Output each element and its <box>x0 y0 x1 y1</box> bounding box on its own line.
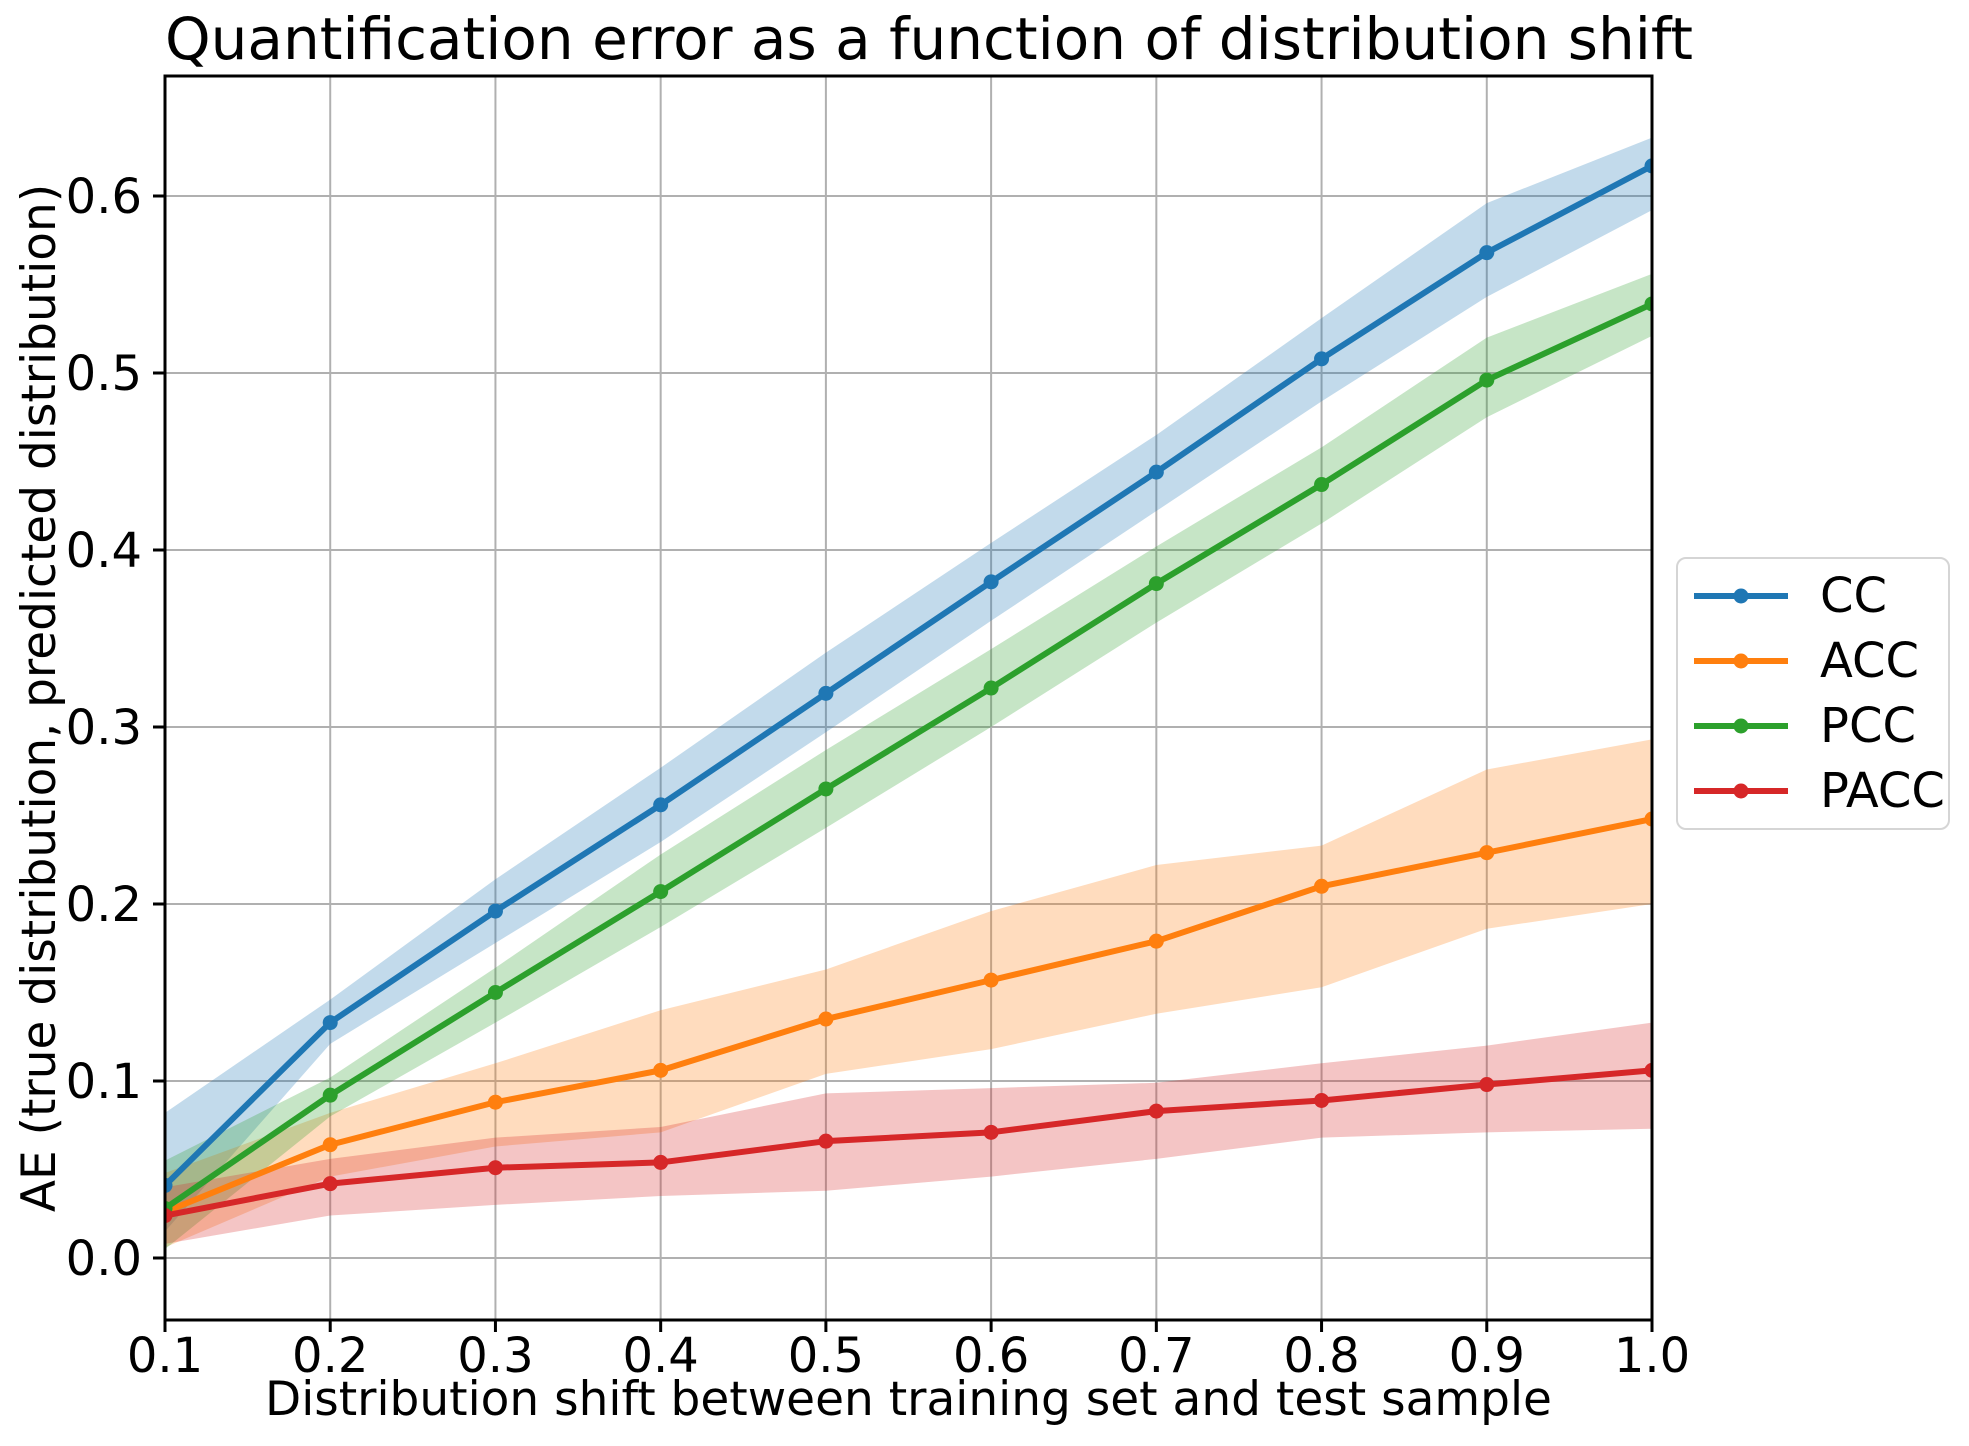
data-point-pacc <box>653 1154 669 1170</box>
data-point-acc <box>983 972 999 988</box>
legend-marker-icon <box>1733 718 1749 734</box>
data-point-acc <box>653 1062 669 1078</box>
data-point-cc <box>983 574 999 590</box>
data-point-pacc <box>818 1133 834 1149</box>
y-tick-label: 0.4 <box>66 523 142 579</box>
legend-label: PACC <box>1820 763 1945 819</box>
data-point-pcc <box>487 985 503 1000</box>
data-point-cc <box>1479 245 1495 261</box>
legend-line-swatch <box>1694 588 1788 604</box>
data-point-pacc <box>983 1124 999 1140</box>
data-point-pcc <box>1148 576 1164 592</box>
y-tick-label: 0.1 <box>66 1054 142 1110</box>
data-point-pacc <box>322 1176 338 1192</box>
legend: CC ACC PCC PACC <box>1676 557 1950 830</box>
data-point-pcc <box>1644 296 1652 312</box>
legend-marker-icon <box>1733 588 1749 604</box>
band-pacc <box>165 1022 1652 1244</box>
x-tick-label: 0.2 <box>292 1328 368 1384</box>
data-point-pcc <box>1314 477 1330 493</box>
data-point-cc <box>322 1015 338 1031</box>
data-point-pcc <box>818 781 834 797</box>
confidence-bands <box>165 137 1652 1250</box>
data-point-acc <box>322 1137 338 1153</box>
data-point-acc <box>1479 845 1495 861</box>
data-point-cc <box>818 685 834 701</box>
series-line-acc <box>165 816 1652 1215</box>
legend-item-pcc: PCC <box>1692 694 1948 759</box>
legend-line-swatch <box>1694 718 1788 734</box>
legend-label: PCC <box>1820 698 1916 754</box>
data-point-acc <box>487 1094 503 1110</box>
data-point-pacc <box>487 1160 503 1176</box>
data-point-cc <box>1644 158 1652 174</box>
legend-marker-icon <box>1733 653 1749 669</box>
y-tick-label: 0.2 <box>66 877 142 933</box>
x-tick-label: 0.9 <box>1449 1328 1525 1384</box>
x-tick-label: 0.5 <box>788 1328 864 1384</box>
chart-title: Quantification error as a function of di… <box>165 5 1693 73</box>
legend-label: CC <box>1820 568 1888 624</box>
data-point-pcc <box>983 680 999 696</box>
x-tick-label: 0.4 <box>622 1328 698 1384</box>
data-point-acc <box>1314 878 1330 894</box>
legend-item-pacc: PACC <box>1692 759 1948 824</box>
data-point-acc <box>1644 811 1652 827</box>
data-point-pacc <box>1148 1103 1164 1119</box>
data-point-acc <box>1148 933 1164 949</box>
x-tick-label: 0.8 <box>1283 1328 1359 1384</box>
data-point-pcc <box>1479 372 1495 388</box>
series-line-pacc <box>165 1067 1652 1219</box>
series-lines <box>165 158 1652 1224</box>
legend-item-acc: ACC <box>1692 629 1948 694</box>
x-tick-label: 0.6 <box>953 1328 1029 1384</box>
data-point-pacc <box>1479 1077 1495 1093</box>
y-tick-label: 0.5 <box>66 346 142 402</box>
data-point-pacc <box>1314 1092 1330 1108</box>
data-point-cc <box>1314 351 1330 367</box>
tick-labels: 0.1 0.2 0.3 0.4 0.5 0.6 0.7 0.8 0.9 1.0 0.0 0.1 0.2 0… <box>66 169 1691 1384</box>
tick-marks <box>153 194 1654 1332</box>
y-tick-label: 0.0 <box>66 1231 142 1287</box>
data-point-pacc <box>1644 1062 1652 1078</box>
legend-marker-icon <box>1733 783 1749 799</box>
data-point-pcc <box>653 884 669 900</box>
data-point-cc <box>165 1177 173 1193</box>
band-cc <box>165 137 1652 1232</box>
legend-line-swatch <box>1694 783 1788 799</box>
x-tick-label: 1.0 <box>1614 1328 1690 1384</box>
plot-border <box>163 74 1654 1322</box>
data-point-cc <box>653 797 669 813</box>
data-point-cc <box>487 903 503 919</box>
x-tick-label: 0.3 <box>457 1328 533 1384</box>
data-point-pacc <box>165 1208 173 1224</box>
x-axis-label: Distribution shift between training set … <box>265 1372 1552 1427</box>
data-point-pcc <box>322 1087 338 1103</box>
band-pcc <box>165 273 1652 1250</box>
legend-label: ACC <box>1820 633 1920 689</box>
band-acc <box>165 739 1652 1248</box>
data-point-acc <box>818 1011 834 1027</box>
x-tick-label: 0.1 <box>127 1328 203 1384</box>
y-tick-label: 0.6 <box>66 169 142 225</box>
data-point-cc <box>1148 464 1164 480</box>
series-line-cc <box>165 163 1652 1188</box>
y-tick-label: 0.3 <box>66 700 142 756</box>
legend-item-cc: CC <box>1692 564 1948 629</box>
x-tick-label: 0.7 <box>1118 1328 1194 1384</box>
legend-line-swatch <box>1694 653 1788 669</box>
series-line-pcc <box>165 301 1652 1211</box>
